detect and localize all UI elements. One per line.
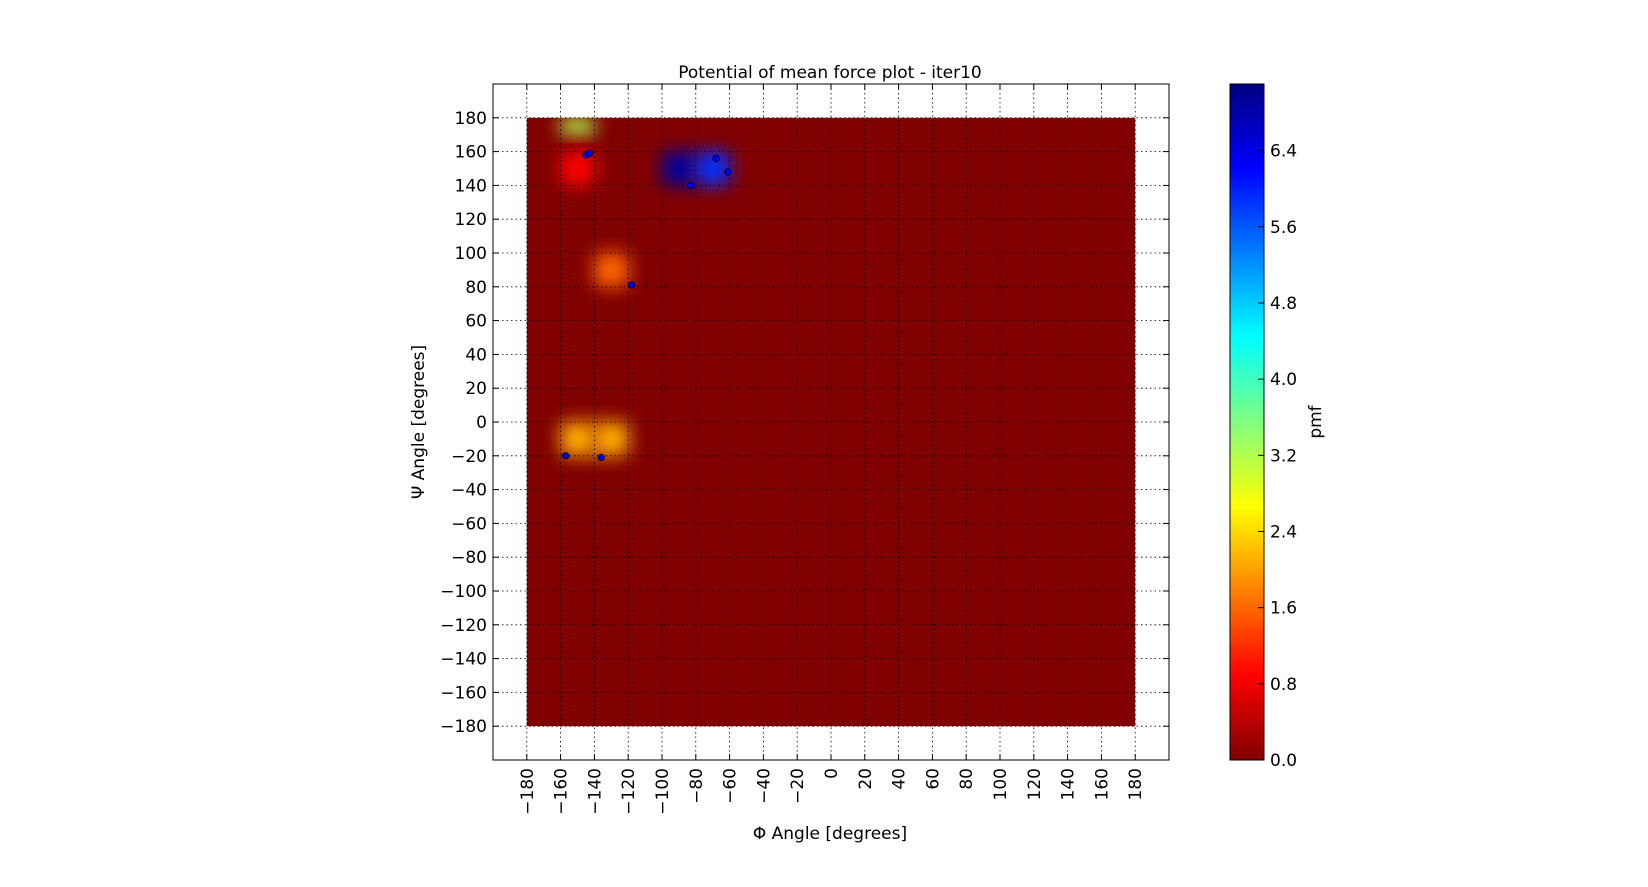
x-tick-label: −140 [585,768,605,815]
y-axis-label: Ψ Angle [degrees] [409,345,429,499]
sample-point [687,181,695,189]
chart-title: Potential of mean force plot - iter10 [678,63,982,83]
colorbar-ticks: 0.0 0.8 1.6 2.4 3.2 4.0 4.8 5.6 6.4 [1258,142,1297,771]
x-tick-label: −20 [788,768,808,804]
y-tick-label: 120 [455,210,487,230]
plot-area: −180 −160 −140 −120 −100 −80 −60 −40 −20 0 20 40 60 8… [440,83,1170,815]
x-tick-label: −180 [518,768,538,815]
y-tick-label: −80 [451,548,487,568]
colorbar-tick-label: 3.2 [1270,446,1297,466]
pmf-region [560,151,595,186]
y-tick-label: 20 [465,379,487,399]
pmf-region [695,151,730,186]
pmf-region [560,422,595,456]
sample-point [585,149,593,157]
x-tick-label: 180 [1126,768,1146,800]
y-tick-label: −40 [451,481,487,501]
colorbar: 0.0 0.8 1.6 2.4 3.2 4.0 4.8 5.6 6.4 pmf [1229,83,1326,771]
x-tick-label: −80 [687,768,707,804]
y-tick-label: −60 [451,514,487,534]
x-tick-label: 160 [1092,768,1112,800]
pmf-region [594,253,629,287]
colorbar-tick-label: 4.0 [1270,370,1297,390]
grid-lines [493,84,1169,760]
x-tick-label: −100 [653,768,673,815]
y-tick-label: −120 [440,616,487,636]
colorbar-scale [1229,83,1265,761]
y-axis-ticks: −180 −160 −140 −120 −100 −80 −60 −40 −20 0 20 40 60 8… [440,109,1169,737]
colorbar-tick-label: 0.8 [1270,675,1297,695]
sample-point [712,154,720,162]
sample-points [562,149,732,462]
colorbar-tick-label: 5.6 [1270,218,1297,238]
x-tick-label: 0 [822,768,842,779]
y-tick-label: 80 [465,278,487,298]
x-tick-label: −120 [619,768,639,815]
colorbar-tick-label: 2.4 [1270,522,1297,542]
x-tick-label: 60 [923,768,943,790]
sample-point [597,453,605,462]
x-tick-label: 140 [1059,768,1079,800]
y-tick-label: −140 [440,650,487,670]
x-tick-label: 20 [856,768,876,790]
y-tick-label: 60 [465,312,487,332]
x-tick-label: 80 [957,768,977,790]
y-tick-label: −20 [451,447,487,467]
colorbar-tick-label: 6.4 [1270,142,1297,162]
colorbar-tick-label: 1.6 [1270,599,1297,619]
y-tick-label: 0 [476,413,487,433]
x-tick-label: 120 [1025,768,1045,800]
y-tick-label: −180 [440,717,487,737]
x-tick-label: −160 [552,768,572,815]
y-tick-label: 160 [455,143,487,163]
x-tick-label: −60 [721,768,741,804]
pmf-regions [560,117,730,456]
sample-point [724,168,732,176]
pmf-region [594,422,629,456]
x-tick-label: 40 [890,768,910,790]
colorbar-label: pmf [1306,404,1326,438]
y-tick-label: −100 [440,582,487,602]
colorbar-tick-label: 0.0 [1270,751,1297,771]
y-tick-label: −160 [440,683,487,703]
y-tick-label: 100 [455,244,487,264]
pmf-region [662,151,696,186]
y-tick-label: 40 [465,345,487,365]
pmf-region [560,117,595,135]
y-tick-label: 140 [455,176,487,196]
x-axis-label: Φ Angle [degrees] [753,824,907,844]
y-tick-label: 180 [455,109,487,129]
x-tick-label: −40 [754,768,774,804]
sample-point [627,281,636,289]
x-tick-label: 100 [991,768,1011,800]
colorbar-tick-label: 4.8 [1270,294,1297,314]
sample-point [562,452,570,460]
x-axis-ticks: −180 −160 −140 −120 −100 −80 −60 −40 −20 0 20 40 60 8… [518,84,1146,815]
